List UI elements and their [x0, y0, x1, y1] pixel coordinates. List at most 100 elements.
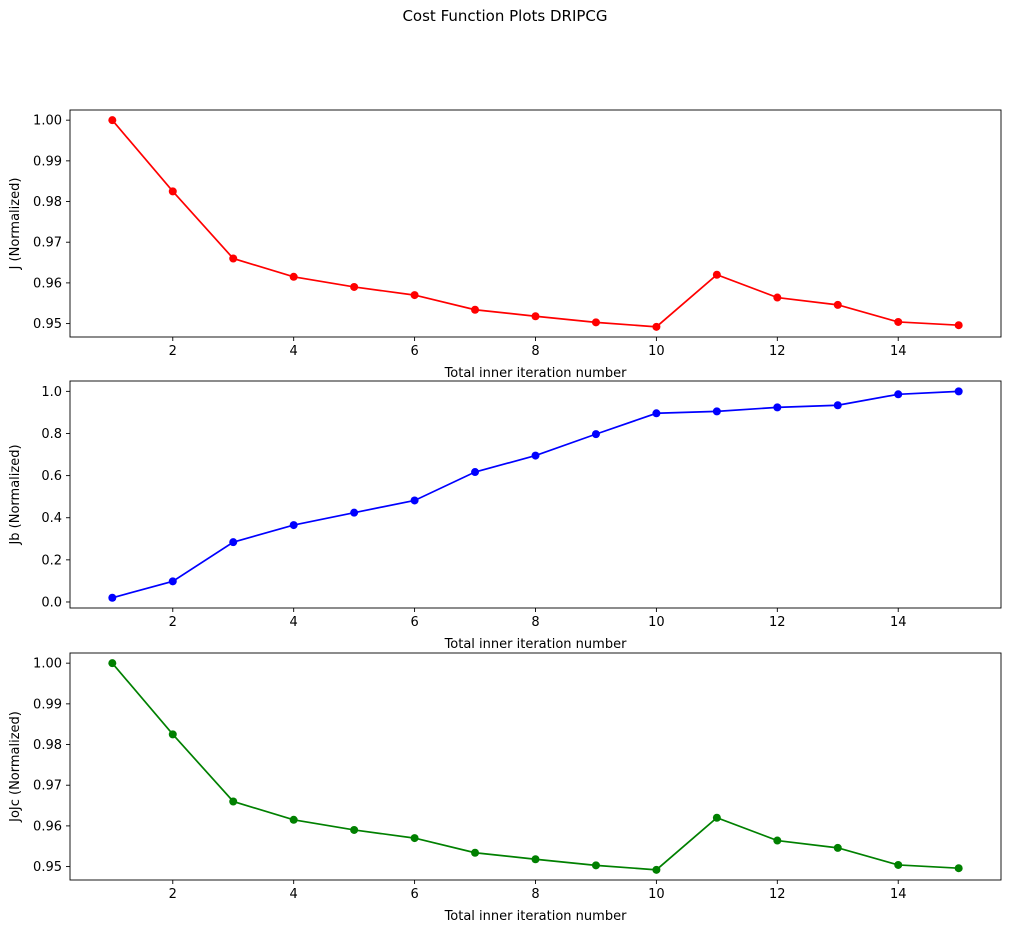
x-tick-label: 4 — [290, 887, 298, 902]
x-axis-label: Total inner iteration number — [444, 366, 628, 381]
data-point — [894, 390, 903, 399]
series-line — [112, 390, 959, 599]
x-tick-label: 8 — [531, 344, 539, 359]
x-tick-label: 4 — [290, 615, 298, 630]
data-point — [168, 730, 177, 739]
figure-title: Cost Function Plots DRIPCG — [402, 7, 608, 25]
x-tick-label: 4 — [290, 344, 298, 359]
y-axis-label: JoJc (Normalized) — [8, 711, 23, 823]
x-tick-label: 8 — [531, 887, 539, 902]
axes-frame — [69, 652, 1002, 881]
x-tick-label: 10 — [648, 615, 665, 630]
data-point — [531, 451, 540, 460]
data-point — [833, 401, 842, 410]
x-tick-label: 6 — [410, 887, 418, 902]
x-tick-label: 14 — [890, 615, 907, 630]
data-point — [471, 468, 480, 477]
y-tick-label: 0.96 — [33, 819, 62, 834]
data-point — [652, 322, 661, 331]
x-tick-label: 12 — [769, 887, 786, 902]
y-tick-label: 0.95 — [33, 317, 62, 332]
y-tick-label: 0.96 — [33, 276, 62, 291]
y-tick-label: 0.97 — [33, 236, 62, 251]
data-point — [591, 861, 600, 870]
y-tick-label: 0.99 — [33, 154, 62, 169]
y-tick-label: 0.0 — [41, 595, 62, 610]
y-tick-label: 0.6 — [41, 469, 62, 484]
y-tick-label: 1.00 — [33, 657, 62, 672]
x-tick-label: 10 — [648, 887, 665, 902]
y-axis-label: Jb (Normalized) — [8, 444, 23, 545]
data-point — [773, 403, 782, 412]
data-point — [168, 577, 177, 586]
series-line — [111, 119, 959, 328]
subplot-j-cost: 2 4 6 8 10 12 14 0.95 0.96 0.97 0.98 0.99 1.00 Total … — [8, 109, 1002, 381]
data-point — [652, 409, 661, 418]
data-point — [531, 855, 540, 864]
data-point — [229, 254, 238, 263]
axes-frame — [69, 380, 1002, 609]
x-tick-label: 12 — [769, 615, 786, 630]
data-point — [108, 593, 117, 602]
data-point — [894, 317, 903, 326]
data-point — [229, 538, 238, 547]
data-point — [350, 825, 359, 834]
data-point — [289, 815, 298, 824]
data-point — [410, 496, 419, 505]
y-tick-label: 0.98 — [33, 738, 62, 753]
data-point — [471, 848, 480, 857]
y-tick-label: 1.0 — [41, 385, 62, 400]
data-point — [410, 834, 419, 843]
data-point — [108, 659, 117, 668]
data-point — [773, 293, 782, 302]
subplot-jojc-cost: 2 4 6 8 10 12 14 0.95 0.96 0.97 0.98 0.99 1.00 Total … — [8, 652, 1002, 924]
data-point — [168, 187, 177, 196]
data-point — [894, 860, 903, 869]
x-tick-label: 12 — [769, 344, 786, 359]
data-point — [712, 813, 721, 822]
x-tick-label: 6 — [410, 615, 418, 630]
data-point — [410, 291, 419, 300]
x-axis-label: Total inner iteration number — [444, 909, 628, 924]
x-tick-label: 14 — [890, 887, 907, 902]
data-point — [773, 836, 782, 845]
x-tick-label: 2 — [169, 344, 177, 359]
data-point — [531, 312, 540, 321]
x-axis-label: Total inner iteration number — [444, 637, 628, 652]
data-point — [471, 305, 480, 314]
data-point — [652, 865, 661, 874]
x-tick-label: 2 — [169, 615, 177, 630]
data-point — [591, 318, 600, 327]
y-tick-label: 0.2 — [41, 553, 62, 568]
y-tick-label: 0.95 — [33, 860, 62, 875]
subplot-jb-cost: 2 4 6 8 10 12 14 0.0 0.2 0.4 0.6 0.8 1.0 Total inner … — [8, 380, 1002, 652]
x-tick-label: 6 — [410, 344, 418, 359]
y-axis-label: J (Normalized) — [8, 178, 23, 271]
x-tick-label: 2 — [169, 887, 177, 902]
x-tick-label: 8 — [531, 615, 539, 630]
data-point — [289, 521, 298, 530]
axes-frame — [69, 109, 1002, 338]
data-point — [289, 272, 298, 281]
data-point — [833, 300, 842, 309]
data-point — [350, 508, 359, 517]
data-point — [833, 843, 842, 852]
data-point — [350, 282, 359, 291]
data-point — [591, 430, 600, 439]
data-point — [712, 407, 721, 416]
data-point — [954, 321, 963, 330]
data-point — [954, 864, 963, 873]
x-tick-label: 14 — [890, 344, 907, 359]
series-line — [111, 662, 959, 871]
y-tick-label: 1.00 — [33, 114, 62, 129]
data-point — [229, 797, 238, 806]
y-tick-label: 0.4 — [41, 511, 62, 526]
y-tick-label: 0.98 — [33, 195, 62, 210]
y-tick-label: 0.97 — [33, 779, 62, 794]
x-tick-label: 10 — [648, 344, 665, 359]
data-point — [108, 116, 117, 125]
data-point — [954, 387, 963, 396]
y-tick-label: 0.8 — [41, 427, 62, 442]
data-point — [712, 270, 721, 279]
